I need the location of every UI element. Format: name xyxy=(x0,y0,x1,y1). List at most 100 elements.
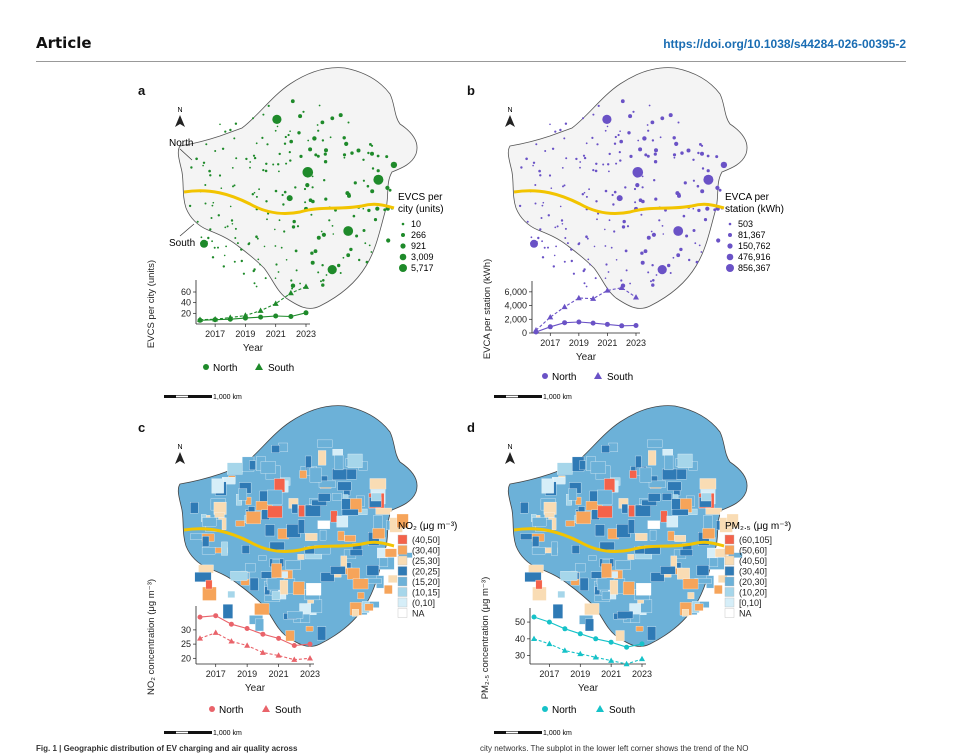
city-marker xyxy=(614,135,617,139)
city-marker xyxy=(356,148,361,153)
city-marker xyxy=(604,228,606,231)
city-marker xyxy=(307,139,310,142)
legend-marker-north xyxy=(209,706,215,712)
city-marker xyxy=(386,238,391,243)
city-marker xyxy=(604,245,607,247)
city-marker xyxy=(555,245,557,248)
city-marker xyxy=(583,282,586,285)
north-south-divider xyxy=(513,527,725,554)
region-cell xyxy=(306,583,322,596)
city-marker xyxy=(226,225,229,228)
data-point-south xyxy=(533,327,539,333)
region-cell xyxy=(369,478,387,490)
x-axis-label: Year xyxy=(578,683,599,694)
region-cell xyxy=(703,515,713,531)
city-marker xyxy=(647,271,650,274)
city-marker xyxy=(540,217,543,219)
data-point-north xyxy=(577,631,583,637)
city-marker xyxy=(370,189,375,194)
city-marker xyxy=(594,169,598,173)
city-marker xyxy=(550,187,553,189)
city-marker xyxy=(673,156,676,159)
city-marker xyxy=(554,226,557,229)
city-marker xyxy=(365,260,369,264)
data-point-south xyxy=(531,635,537,642)
city-marker xyxy=(320,120,325,125)
city-marker xyxy=(640,213,643,216)
city-marker xyxy=(233,260,236,263)
city-marker xyxy=(632,110,635,113)
city-marker xyxy=(272,114,282,124)
city-marker xyxy=(604,277,607,279)
city-marker xyxy=(345,191,350,196)
region-cell xyxy=(571,545,580,554)
data-point-north xyxy=(562,320,568,326)
pm25-regions xyxy=(520,439,743,642)
city-marker xyxy=(564,227,567,230)
data-point-south xyxy=(633,294,639,300)
region-cell xyxy=(647,493,661,502)
compass-icon xyxy=(505,115,515,127)
city-marker xyxy=(653,160,658,164)
city-marker xyxy=(252,154,256,157)
data-point-south xyxy=(227,314,234,320)
region-cell xyxy=(565,520,575,527)
city-marker xyxy=(214,150,217,152)
city-marker xyxy=(700,151,704,156)
city-marker xyxy=(610,246,613,249)
legend-dot xyxy=(401,222,405,226)
inset-legend-b: North South xyxy=(542,372,633,383)
city-marker xyxy=(629,154,633,158)
region-cell xyxy=(337,481,352,491)
city-marker xyxy=(634,201,637,204)
doi-link[interactable]: https://doi.org/10.1038/s44284-026-00395… xyxy=(663,37,906,51)
city-marker xyxy=(592,113,595,116)
legend-swatch xyxy=(724,587,735,597)
series-line-north xyxy=(533,616,643,648)
data-point-south xyxy=(639,655,645,662)
city-marker xyxy=(219,123,221,126)
city-marker xyxy=(679,247,683,252)
data-point-south xyxy=(546,640,553,647)
region-cell xyxy=(364,603,374,611)
region-cell xyxy=(241,545,250,554)
city-marker xyxy=(225,245,227,248)
legend-label: 503 xyxy=(738,219,753,229)
city-marker xyxy=(552,265,555,268)
city-marker xyxy=(651,283,655,287)
city-marker xyxy=(308,198,313,202)
data-point-north xyxy=(546,619,552,625)
city-marker xyxy=(611,193,614,197)
legend-label: 81,367 xyxy=(738,230,766,240)
city-marker xyxy=(586,237,589,240)
city-marker xyxy=(653,179,656,182)
region-cell xyxy=(267,505,283,518)
legend-swatch xyxy=(397,555,408,566)
region-cell xyxy=(674,535,686,542)
city-marker xyxy=(343,226,354,236)
region-cell xyxy=(601,445,610,453)
city-marker xyxy=(390,161,398,169)
legend-label: South xyxy=(607,372,633,383)
city-marker xyxy=(541,256,545,259)
region-cell xyxy=(396,513,409,528)
legend-label: 476,916 xyxy=(738,252,771,262)
city-marker xyxy=(541,204,544,207)
region-cell xyxy=(384,548,397,558)
scale-bar-label: 1,000 km xyxy=(213,730,242,737)
no2-regions xyxy=(190,439,413,642)
region-cell xyxy=(584,603,600,616)
city-marker xyxy=(202,161,206,164)
data-point-south xyxy=(212,316,219,322)
legend-swatches: (40,50](30,40](25,30](20,25](15,20](10,1… xyxy=(397,534,440,619)
city-marker xyxy=(249,166,251,169)
region-cell xyxy=(291,503,298,514)
city-marker xyxy=(231,167,234,169)
city-marker xyxy=(331,225,334,227)
city-marker xyxy=(538,169,541,173)
city-marker xyxy=(713,208,717,212)
data-point-south xyxy=(618,284,625,290)
region-cell xyxy=(700,492,712,502)
city-marker xyxy=(320,230,323,233)
